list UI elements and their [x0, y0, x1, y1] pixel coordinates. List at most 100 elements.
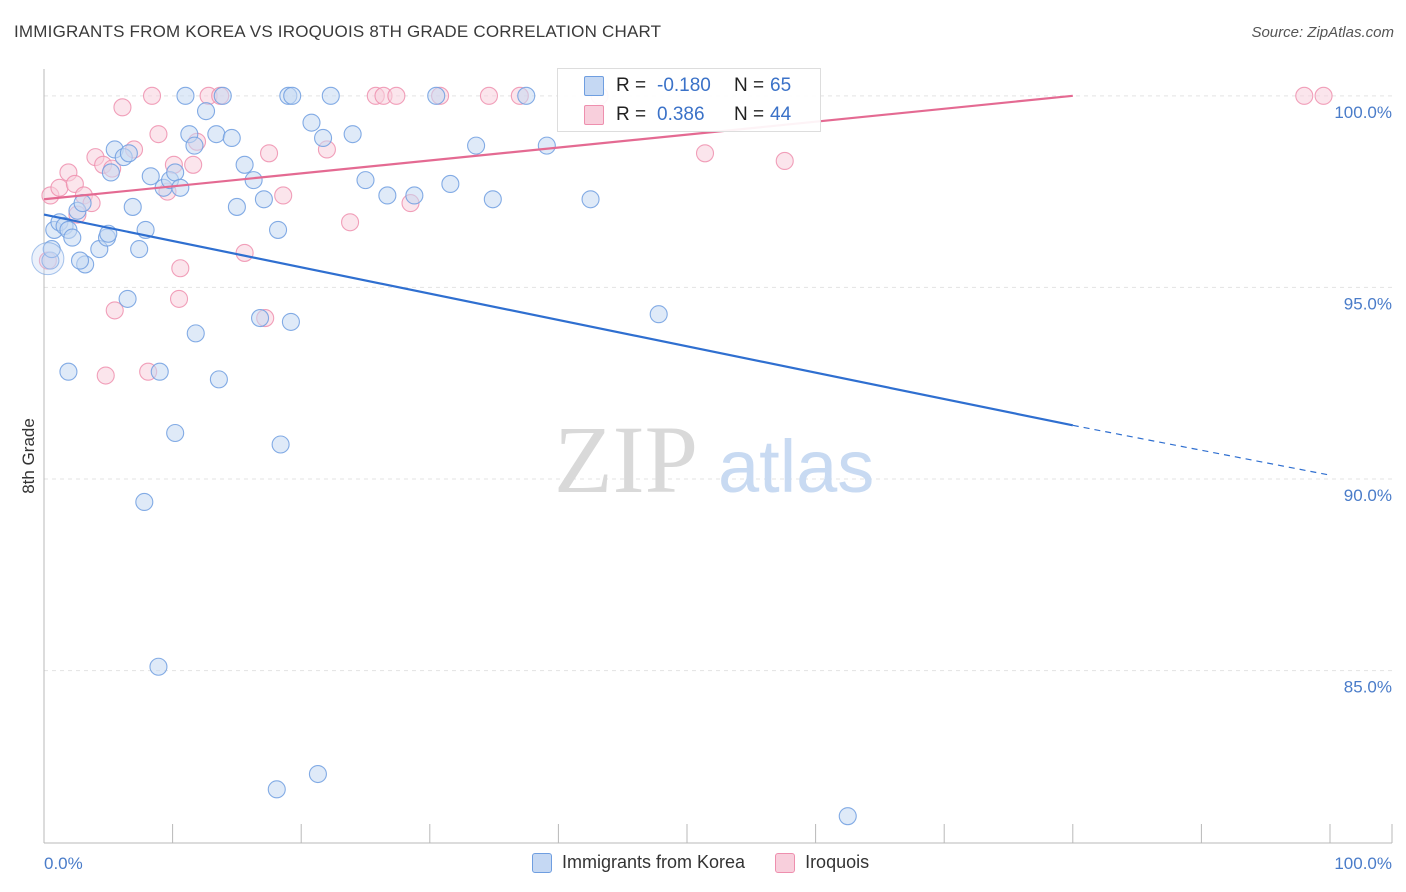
stats-row-korea: R = -0.180 N = 65	[558, 71, 818, 101]
korea-point	[150, 362, 169, 381]
iroquois-point	[775, 151, 794, 171]
korea-point	[73, 194, 92, 213]
iroquois-point	[1314, 86, 1333, 105]
y-tick-labels: 85.0% 90.0% 95.0% 100.0%	[1334, 103, 1392, 697]
korea-swatch	[584, 76, 604, 96]
korea-trend-line	[43, 213, 1074, 427]
korea-point	[196, 102, 216, 121]
korea-point	[517, 86, 536, 105]
y-tick-label: 90.0%	[1344, 486, 1392, 505]
korea-point	[281, 312, 300, 331]
watermark-zip: ZIP	[554, 406, 698, 513]
iroquois-r-value: 0.386	[657, 104, 705, 125]
korea-point	[321, 86, 340, 105]
iroquois-point	[1295, 86, 1314, 105]
korea-point	[302, 113, 321, 132]
iroquois-point	[142, 86, 162, 105]
iroquois-point	[149, 125, 168, 144]
korea-point	[427, 86, 446, 105]
korea-point	[467, 136, 486, 155]
y-tick-label: 95.0%	[1344, 294, 1392, 313]
korea-point	[166, 163, 185, 182]
source-label: Source: ZipAtlas.com	[1251, 24, 1394, 41]
korea-point	[149, 657, 168, 676]
korea-point	[254, 190, 273, 209]
korea-point	[244, 171, 263, 190]
korea-point	[269, 220, 288, 239]
x-ticks	[172, 824, 1393, 843]
korea-point	[267, 780, 286, 799]
iroquois-point	[274, 186, 293, 205]
korea-n-value: 65	[770, 75, 792, 96]
watermark: ZIP atlas	[554, 406, 874, 513]
korea-point	[123, 197, 142, 216]
korea-point	[838, 807, 857, 826]
korea-point	[581, 190, 600, 209]
korea-point	[118, 289, 137, 308]
korea-point	[271, 435, 290, 454]
legend-iroquois-label: Iroquois	[805, 852, 870, 872]
iroquois-point	[105, 301, 124, 320]
korea-point	[185, 136, 204, 155]
korea-point	[135, 492, 154, 512]
korea-point	[235, 155, 254, 174]
korea-point	[649, 305, 668, 324]
x-tick-label-min: 0.0%	[44, 854, 83, 873]
iroquois-point	[184, 155, 203, 174]
korea-points	[31, 86, 857, 826]
iroquois-point	[341, 213, 360, 232]
korea-point	[250, 309, 270, 328]
korea-point	[171, 178, 190, 197]
legend-korea-label: Immigrants from Korea	[562, 852, 746, 872]
iroquois-point	[169, 289, 189, 308]
legend-item-iroquois: Iroquois	[775, 852, 869, 873]
legend-korea-swatch	[532, 852, 552, 873]
korea-point	[130, 240, 149, 259]
korea-point	[356, 171, 375, 190]
korea-point	[166, 423, 185, 443]
iroquois-n-value: 44	[770, 104, 792, 125]
y-tick-label: 85.0%	[1344, 678, 1392, 697]
iroquois-point	[479, 86, 499, 105]
iroquois-n-label: N =	[734, 104, 765, 125]
iroquois-point	[259, 144, 279, 163]
korea-point	[537, 136, 556, 155]
korea-point	[405, 186, 424, 205]
korea-point	[101, 163, 120, 182]
korea-point	[378, 186, 397, 205]
iroquois-point	[113, 98, 132, 117]
korea-point	[222, 128, 241, 148]
korea-point	[308, 764, 327, 784]
korea-point	[209, 370, 228, 389]
korea-point	[176, 86, 195, 105]
korea-point	[227, 197, 246, 216]
korea-point	[207, 125, 226, 144]
iroquois-point	[96, 366, 115, 385]
korea-point	[186, 324, 205, 343]
legend-item-korea: Immigrants from Korea	[532, 852, 745, 873]
korea-point	[483, 190, 502, 209]
chart-title: IMMIGRANTS FROM KOREA VS IROQUOIS 8TH GR…	[14, 22, 662, 41]
y-tick-label: 100.0%	[1334, 103, 1392, 122]
korea-point	[314, 128, 333, 148]
korea-n-label: N =	[734, 75, 765, 96]
korea-r-value: -0.180	[657, 75, 711, 96]
iroquois-point	[695, 144, 715, 163]
korea-trend-extension	[1072, 424, 1331, 476]
iroquois-swatch	[584, 105, 604, 125]
iroquois-point	[387, 86, 406, 105]
legend-iroquois-swatch	[775, 852, 796, 873]
stats-row-iroquois: R = 0.386 N = 44	[558, 100, 818, 130]
bottom-legend: Immigrants from Korea Iroquois	[532, 852, 899, 873]
korea-point	[119, 144, 138, 163]
korea-point	[441, 174, 460, 194]
stats-legend: R = -0.180 N = 65 R = 0.386 N = 44	[557, 68, 821, 132]
gridlines	[44, 95, 1392, 672]
korea-point	[63, 228, 82, 247]
iroquois-point	[235, 243, 254, 262]
x-tick-label-max: 100.0%	[1334, 854, 1392, 873]
iroquois-point	[171, 259, 190, 278]
korea-point	[70, 251, 90, 270]
korea-point	[141, 167, 160, 186]
